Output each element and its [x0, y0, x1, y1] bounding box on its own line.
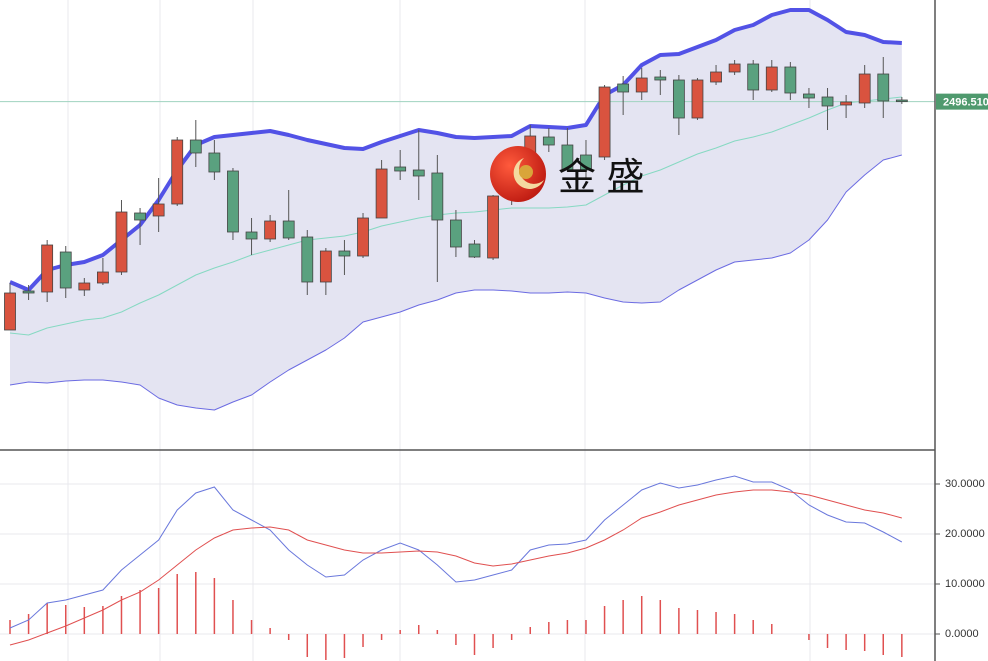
watermark: 金 盛 — [490, 146, 645, 202]
candle-body — [803, 93, 815, 99]
candle-body — [747, 63, 760, 91]
candle-body — [542, 136, 555, 146]
candle-body — [635, 77, 648, 93]
candle-body — [672, 79, 685, 119]
candle-body — [22, 290, 35, 294]
candle-body — [617, 83, 630, 93]
candle-body — [227, 170, 239, 233]
price-label-box — [936, 93, 988, 110]
price-panel — [0, 8, 935, 411]
price-label-text: 2496.510 — [943, 97, 988, 109]
candle-body — [357, 217, 369, 257]
candle-body — [189, 139, 202, 154]
candle-body — [431, 172, 444, 221]
candle-body — [877, 73, 890, 102]
candle-body — [319, 250, 332, 283]
candle-body — [468, 243, 481, 258]
candle-body — [41, 244, 54, 293]
candle-body — [171, 139, 184, 205]
watermark-text: 金 盛 — [558, 157, 645, 199]
candle-body — [710, 71, 722, 83]
candle-body — [338, 250, 351, 257]
candle-body — [115, 211, 128, 273]
macd-panel: 0.0000 10.0000 20.0000 30.0000 — [0, 475, 985, 660]
candle-body — [598, 86, 611, 158]
candle-body — [4, 292, 16, 331]
candle-body — [765, 66, 778, 91]
logo-dot — [519, 165, 533, 179]
candle-body — [78, 282, 91, 291]
candle-body — [728, 63, 741, 73]
y-tick-label: 0.0000 — [945, 628, 979, 640]
macd-line — [9, 475, 903, 629]
candle-body — [895, 99, 908, 103]
candle-body — [840, 101, 852, 106]
candle-body — [375, 168, 388, 219]
band-lower — [9, 154, 902, 411]
candle-body — [691, 79, 704, 119]
y-tick-label: 10.0000 — [945, 578, 985, 590]
macd-line — [9, 489, 902, 646]
candle-body — [394, 166, 407, 172]
candle-body — [821, 96, 834, 107]
candle-body — [245, 231, 258, 240]
candle-body — [208, 152, 221, 173]
candle-body — [487, 195, 499, 259]
price-label: 2496.510 — [936, 93, 988, 110]
candle-body — [59, 251, 72, 289]
candle-body — [580, 154, 592, 171]
candle-body — [858, 73, 871, 104]
candle-body — [301, 236, 314, 283]
candle-body — [412, 169, 425, 177]
candle-body — [450, 219, 462, 248]
logo-swoosh — [513, 158, 544, 189]
candle-body — [134, 212, 146, 221]
candle-body — [97, 271, 109, 284]
candle-body — [561, 144, 574, 171]
candle-body — [784, 66, 797, 94]
y-tick-label: 30.0000 — [945, 478, 985, 490]
candle-body — [152, 203, 165, 217]
candle-body — [282, 220, 295, 239]
candle-body — [654, 76, 667, 81]
y-tick-label: 20.0000 — [945, 528, 985, 540]
candle-body — [264, 220, 277, 240]
